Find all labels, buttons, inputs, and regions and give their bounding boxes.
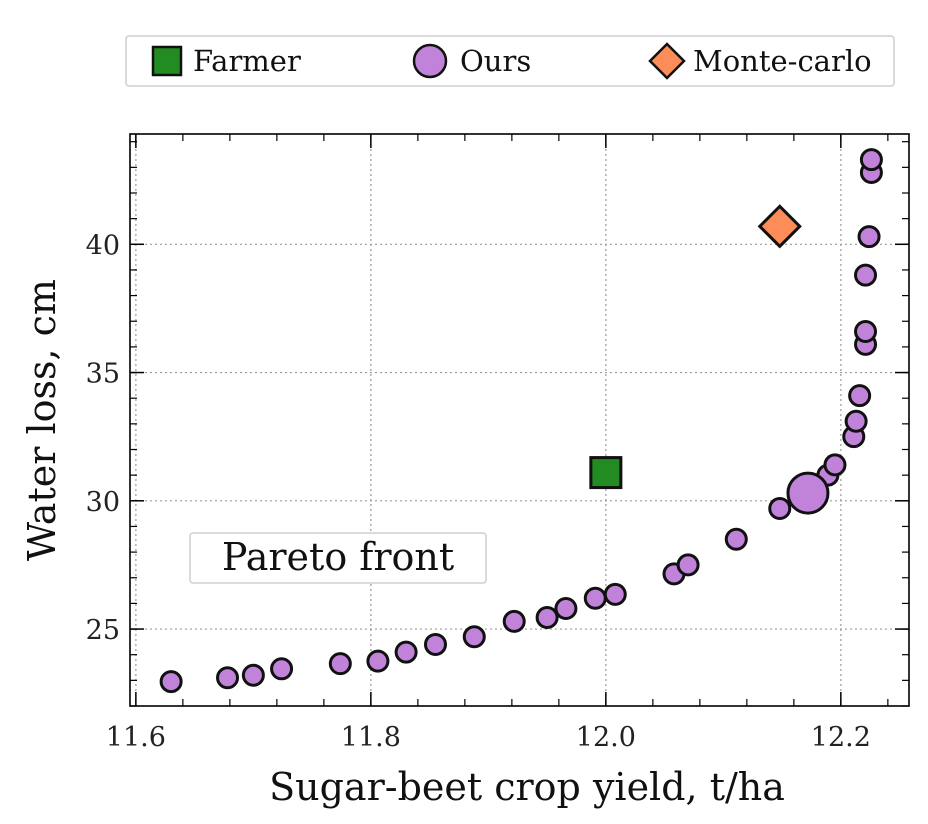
annotation-box bbox=[189, 532, 487, 584]
annotation-text: Pareto front bbox=[222, 535, 454, 579]
ours-point bbox=[603, 582, 627, 606]
x-tick-label: 11.6 bbox=[106, 722, 166, 753]
ours-point bbox=[159, 670, 183, 694]
x-tick-label: 11.8 bbox=[341, 722, 401, 753]
legend: Farmer Ours Monte-carlo bbox=[125, 35, 895, 87]
x-tick-label: 12.2 bbox=[811, 722, 871, 753]
data-marks bbox=[159, 148, 883, 694]
ours-point bbox=[859, 148, 883, 172]
legend-label-ours: Ours bbox=[460, 44, 531, 78]
ours-point bbox=[724, 527, 748, 551]
ours-point bbox=[270, 657, 294, 681]
y-axis-title: Water loss, cm bbox=[20, 279, 64, 561]
ours-point bbox=[857, 225, 881, 249]
grid-lines bbox=[130, 134, 909, 706]
ours-point bbox=[768, 496, 792, 520]
ours-point bbox=[216, 666, 240, 690]
legend-marker-ours bbox=[412, 43, 448, 79]
ours-point bbox=[462, 625, 486, 649]
x-axis-title: Sugar-beet crop yield, t/ha bbox=[269, 765, 785, 809]
ours-point bbox=[535, 606, 559, 630]
legend-marker-farmer bbox=[151, 45, 183, 77]
farmer-point bbox=[589, 456, 623, 490]
ours-point bbox=[366, 649, 390, 673]
ours-point bbox=[854, 320, 878, 344]
ours-point bbox=[854, 263, 878, 287]
ours-point bbox=[394, 640, 418, 664]
ours-point bbox=[328, 652, 352, 676]
ours-point bbox=[848, 384, 872, 408]
legend-label-farmer: Farmer bbox=[193, 44, 301, 78]
y-tick-label: 35 bbox=[86, 359, 120, 390]
y-tick-label: 25 bbox=[86, 615, 120, 646]
tick-labels: 11.6 11.8 12.0 12.2 25 30 35 40 bbox=[86, 230, 871, 753]
ours-point bbox=[676, 553, 700, 577]
ours-point bbox=[423, 632, 447, 656]
ours-point bbox=[823, 453, 847, 477]
ours-point bbox=[583, 586, 607, 610]
ours-point bbox=[502, 609, 526, 633]
x-tick-label: 12.0 bbox=[576, 722, 636, 753]
ours-highlight-point bbox=[786, 471, 830, 515]
axis-ticks bbox=[130, 134, 909, 707]
y-tick-label: 30 bbox=[86, 487, 120, 518]
plot-frame bbox=[129, 133, 910, 707]
ours-point bbox=[554, 597, 578, 621]
legend-box bbox=[125, 35, 895, 87]
monte-carlo-point bbox=[757, 204, 802, 249]
ours-point bbox=[241, 663, 265, 687]
legend-marker-monte-carlo bbox=[648, 42, 686, 80]
ours-point bbox=[844, 409, 868, 433]
legend-label-monte-carlo: Monte-carlo bbox=[693, 44, 872, 78]
y-tick-label: 40 bbox=[86, 230, 120, 261]
pareto-front-annotation: Pareto front bbox=[189, 532, 487, 584]
